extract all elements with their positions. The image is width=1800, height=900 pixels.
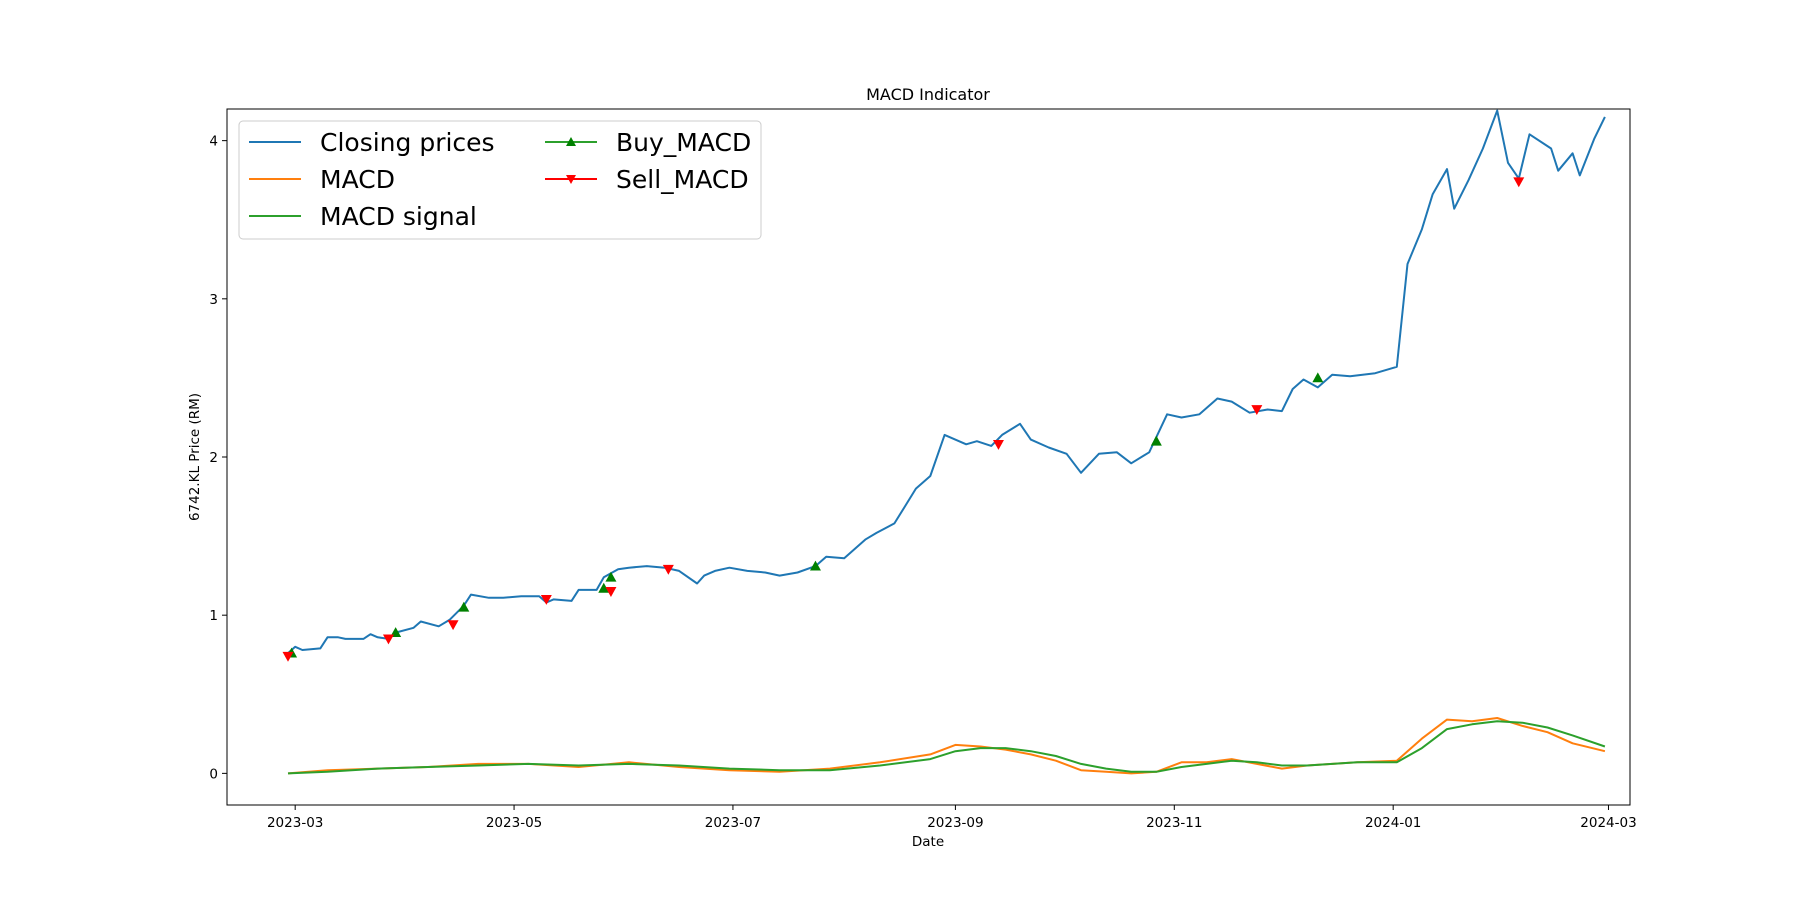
sell-marker — [605, 587, 617, 597]
sell-marker — [1513, 177, 1525, 188]
sell-marker — [282, 651, 294, 662]
y-tick-label: 4 — [209, 134, 218, 150]
legend-label: MACD signal — [320, 202, 477, 231]
y-tick-label: 1 — [209, 608, 218, 624]
legend-label: Buy_MACD — [616, 128, 751, 157]
x-tick-label: 2023-09 — [927, 815, 983, 831]
buy-marker — [1150, 435, 1162, 446]
plot-area — [282, 109, 1606, 775]
buy-marker — [390, 627, 402, 637]
sell-marker — [1251, 405, 1263, 416]
sell-marker — [382, 634, 394, 645]
buy-marker — [458, 601, 470, 612]
buy-marker — [809, 560, 821, 571]
x-tick-label: 2023-03 — [267, 815, 323, 831]
x-tick-label: 2023-05 — [486, 815, 542, 831]
x-tick-label: 2023-11 — [1146, 815, 1202, 831]
legend: Closing prices MACD MACD signal Buy_MACD Sel… — [238, 120, 762, 240]
sell-marker — [540, 594, 552, 605]
sell-marker — [662, 564, 674, 575]
x-axis-label: Date — [912, 834, 944, 850]
legend-sell-marker — [566, 175, 576, 184]
y-axis-label: 6742.KL Price (RM) — [187, 393, 203, 521]
y-tick-label: 0 — [209, 766, 218, 782]
axes: 0 1 2 3 4 2023-03 2023-05 2023-07 2023-09 2023-11… — [209, 108, 1637, 831]
sell-marker — [447, 620, 459, 631]
x-tick-label: 2024-03 — [1580, 815, 1636, 831]
legend-box — [238, 120, 762, 240]
buy-marker — [605, 571, 617, 582]
legend-buy-marker — [566, 137, 576, 146]
sell-marker — [992, 439, 1004, 450]
buy-marker — [1312, 372, 1324, 383]
legend-label: Sell_MACD — [616, 165, 749, 194]
x-tick-label: 2023-07 — [705, 815, 761, 831]
legend-label: MACD — [320, 165, 395, 194]
x-tick-label: 2024-01 — [1365, 815, 1421, 831]
chart-title: MACD Indicator — [866, 85, 990, 104]
buy-marker — [598, 582, 610, 593]
y-tick-label: 3 — [209, 292, 218, 308]
y-tick-label: 2 — [209, 450, 218, 466]
series-line-macd-signal — [287, 720, 1606, 775]
legend-label: Closing prices — [320, 128, 495, 157]
